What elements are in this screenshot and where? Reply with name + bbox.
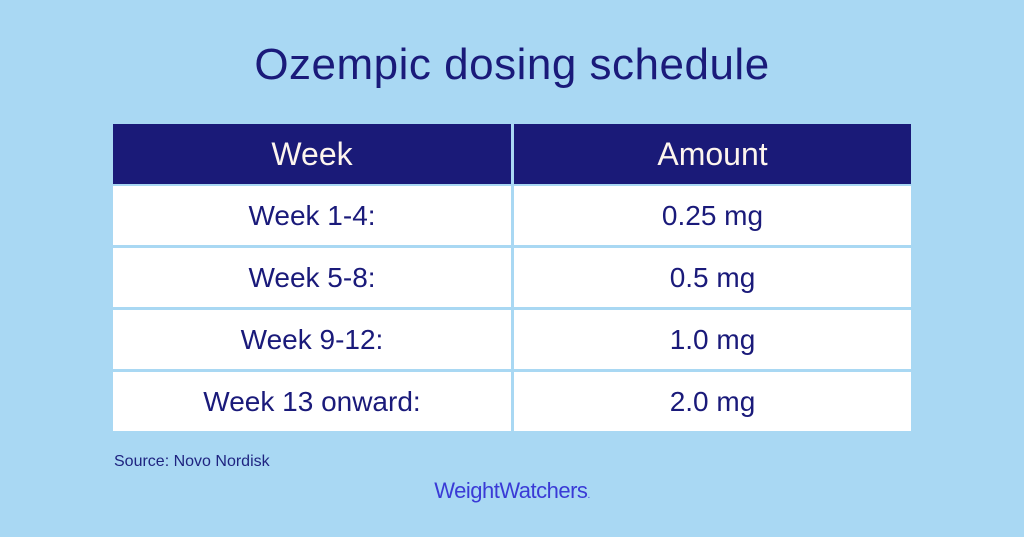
header-week: Week [113,124,511,184]
table-row: Week 13 onward: 2.0 mg [113,372,911,431]
amount-cell: 0.25 mg [514,186,911,245]
amount-cell: 2.0 mg [514,372,911,431]
page-title: Ozempic dosing schedule [254,40,770,89]
week-cell: Week 13 onward: [113,372,511,431]
amount-cell: 0.5 mg [514,248,911,307]
week-cell: Week 5-8: [113,248,511,307]
table-row: Week 9-12: 1.0 mg [113,310,911,369]
header-row: Week Amount [113,124,911,184]
table-body: Week 1-4: 0.25 mg Week 5-8: 0.5 mg Week … [113,186,911,431]
table-row: Week 1-4: 0.25 mg [113,186,911,245]
brand-mark: . [587,490,590,501]
source-note: Source: Novo Nordisk [114,453,270,470]
table-header: Week Amount [113,124,911,184]
header-amount: Amount [514,124,911,184]
table-row: Week 5-8: 0.5 mg [113,248,911,307]
dosing-table: Week Amount Week 1-4: 0.25 mg Week 5-8: … [113,124,911,431]
brand-name: WeightWatchers [434,478,588,503]
brand-logo: WeightWatchers. [0,478,1024,504]
amount-cell: 1.0 mg [514,310,911,369]
week-cell: Week 1-4: [113,186,511,245]
week-cell: Week 9-12: [113,310,511,369]
